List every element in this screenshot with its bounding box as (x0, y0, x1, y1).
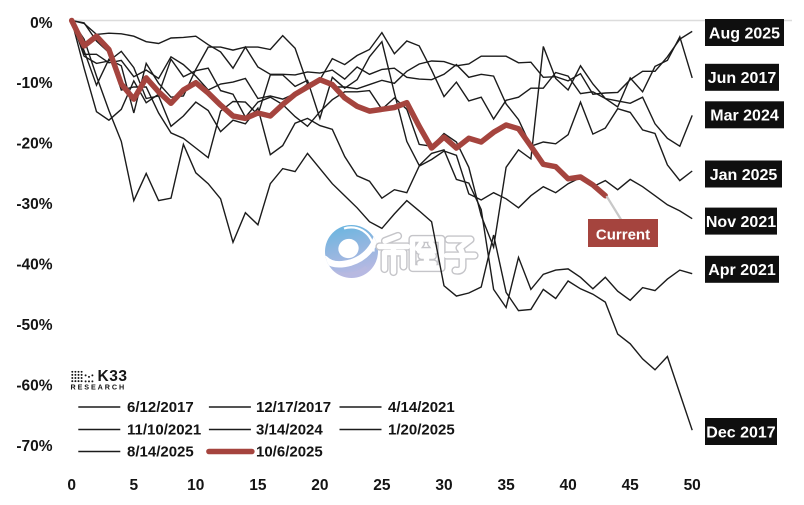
svg-text:8/14/2025: 8/14/2025 (127, 444, 194, 461)
svg-text:-10%: -10% (16, 75, 52, 92)
svg-text:10/6/2025: 10/6/2025 (256, 444, 323, 461)
svg-text:Current: Current (596, 227, 650, 244)
svg-text:RESEARCH: RESEARCH (71, 383, 127, 392)
svg-text:Mar 2024: Mar 2024 (710, 108, 779, 125)
svg-text:Apr 2021: Apr 2021 (708, 262, 776, 279)
svg-text:-40%: -40% (16, 257, 52, 274)
svg-text:K33: K33 (98, 368, 128, 385)
svg-text:40: 40 (559, 477, 576, 494)
svg-text:25: 25 (373, 477, 391, 494)
svg-text:50: 50 (684, 477, 701, 494)
svg-text:6/12/2017: 6/12/2017 (127, 399, 194, 416)
svg-text:Jan 2025: Jan 2025 (710, 167, 778, 184)
svg-text:1/20/2025: 1/20/2025 (388, 422, 455, 439)
svg-text:-30%: -30% (16, 196, 52, 213)
svg-text:Aug 2025: Aug 2025 (709, 25, 780, 42)
svg-text:-60%: -60% (16, 377, 52, 394)
svg-text:-20%: -20% (16, 136, 52, 153)
svg-text:15: 15 (249, 477, 267, 494)
svg-text:Nov 2021: Nov 2021 (706, 214, 776, 231)
svg-text:0%: 0% (30, 15, 53, 32)
svg-text:3/14/2024: 3/14/2024 (256, 422, 323, 439)
svg-text:4/14/2021: 4/14/2021 (388, 399, 455, 416)
svg-text:35: 35 (497, 477, 515, 494)
svg-text:12/17/2017: 12/17/2017 (256, 399, 331, 416)
svg-text:0: 0 (67, 477, 76, 494)
svg-text:5: 5 (129, 477, 138, 494)
svg-text:-70%: -70% (16, 438, 52, 455)
svg-text:20: 20 (311, 477, 328, 494)
svg-text:-50%: -50% (16, 317, 52, 334)
svg-text:Dec 2017: Dec 2017 (706, 424, 775, 441)
svg-text:11/10/2021: 11/10/2021 (127, 422, 201, 439)
svg-text:45: 45 (622, 477, 640, 494)
svg-text:10: 10 (187, 477, 204, 494)
svg-text:Jun 2017: Jun 2017 (708, 70, 777, 87)
svg-text:30: 30 (435, 477, 452, 494)
